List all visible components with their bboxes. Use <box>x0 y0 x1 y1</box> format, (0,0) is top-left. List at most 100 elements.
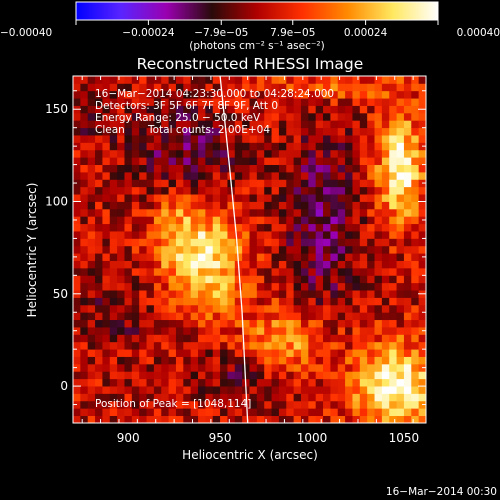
heatmap-cell <box>109 90 118 99</box>
heatmap-cell <box>367 415 375 423</box>
heatmap-cell <box>381 260 390 269</box>
heatmap-cell <box>374 386 383 394</box>
heatmap-cell <box>367 135 375 143</box>
heatmap-cell <box>418 393 426 402</box>
heatmap-cell <box>198 371 206 380</box>
heatmap-cell <box>381 142 390 151</box>
heatmap-cell <box>315 253 324 261</box>
heatmap-cell <box>109 378 118 387</box>
heatmap-cell <box>337 157 346 165</box>
heatmap-cell <box>293 290 302 298</box>
heatmap-cell <box>146 393 155 402</box>
heatmap-cell <box>367 98 375 106</box>
heatmap-cell <box>161 208 169 217</box>
heatmap-cell <box>131 238 140 247</box>
heatmap-cell <box>271 194 280 202</box>
heatmap-cell <box>139 267 147 276</box>
heatmap-cell <box>146 76 155 84</box>
heatmap-cell <box>352 171 361 180</box>
heatmap-cell <box>190 290 199 298</box>
heatmap-cell <box>227 260 236 269</box>
heatmap-cell <box>190 400 199 409</box>
heatmap-cell <box>139 135 147 143</box>
heatmap-cell <box>359 319 368 328</box>
heatmap-cell <box>271 371 280 380</box>
heatmap-cell <box>168 164 177 173</box>
heatmap-cell <box>175 363 184 372</box>
heatmap-cell <box>293 408 302 417</box>
heatmap-cell <box>396 164 405 173</box>
heatmap-cell <box>411 149 420 158</box>
heatmap-cell <box>175 393 184 402</box>
heatmap-cell <box>367 400 375 409</box>
heatmap-cell <box>249 304 258 313</box>
heatmap-cell <box>345 253 353 261</box>
heatmap-cell <box>249 341 258 350</box>
heatmap-cell <box>102 253 111 261</box>
heatmap-cell <box>80 83 89 92</box>
heatmap-cell <box>323 194 331 202</box>
heatmap-cell <box>190 327 199 335</box>
heatmap-cell <box>220 297 228 306</box>
heatmap-cell <box>183 297 192 306</box>
heatmap-cell <box>293 334 302 343</box>
heatmap-cell <box>87 179 96 188</box>
heatmap-cell <box>102 171 111 180</box>
heatmap-cell <box>131 371 140 380</box>
heatmap-cell <box>220 415 228 423</box>
heatmap-cell <box>367 312 375 321</box>
heatmap-cell <box>73 238 81 247</box>
heatmap-cell <box>381 378 390 387</box>
heatmap-cell <box>183 223 192 232</box>
heatmap-cell <box>212 76 221 84</box>
heatmap-cell <box>308 393 317 402</box>
heatmap-cell <box>411 105 420 114</box>
heatmap-cell <box>271 201 280 210</box>
heatmap-cell <box>293 223 302 232</box>
heatmap-cell <box>139 112 147 121</box>
heatmap-cell <box>315 378 324 387</box>
heatmap-cell <box>300 327 309 335</box>
heatmap-cell <box>80 105 89 114</box>
heatmap-cell <box>337 186 346 195</box>
heatmap-cell <box>381 186 390 195</box>
heatmap-cell <box>139 312 147 321</box>
heatmap-cell <box>418 304 426 313</box>
heatmap-cell <box>396 231 405 239</box>
heatmap-cell <box>117 267 125 276</box>
heatmap-cell <box>337 135 346 143</box>
heatmap-cell <box>271 304 280 313</box>
heatmap-cell <box>87 105 96 114</box>
heatmap-cell <box>242 223 250 232</box>
heatmap-cell <box>80 238 89 247</box>
heatmap-cell <box>278 90 287 99</box>
heatmap-cell <box>109 127 118 136</box>
heatmap-cell <box>220 260 228 269</box>
heatmap-cell <box>359 253 368 261</box>
heatmap-cell <box>109 223 118 232</box>
heatmap-cell <box>153 231 162 239</box>
heatmap-cell <box>190 267 199 276</box>
heatmap-cell <box>403 186 412 195</box>
heatmap-cell <box>153 349 162 357</box>
heatmap-cell <box>323 290 331 298</box>
heatmap-cell <box>337 319 346 328</box>
heatmap-cell <box>411 171 420 180</box>
heatmap-cell <box>352 334 361 343</box>
heatmap-cell <box>87 238 96 247</box>
heatmap-cell <box>286 127 295 136</box>
heatmap-cell <box>264 238 272 247</box>
heatmap-cell <box>323 216 331 225</box>
heatmap-cell <box>286 282 295 291</box>
heatmap-cell <box>381 408 390 417</box>
heatmap-cell <box>359 90 368 99</box>
heatmap-cell <box>205 127 214 136</box>
heatmap-cell <box>95 393 103 402</box>
heatmap-cell <box>242 371 250 380</box>
heatmap-cell <box>153 194 162 202</box>
heatmap-cell <box>168 378 177 387</box>
heatmap-cell <box>337 275 346 284</box>
heatmap-cell <box>374 297 383 306</box>
heatmap-cell <box>109 275 118 284</box>
heatmap-cell <box>242 127 250 136</box>
